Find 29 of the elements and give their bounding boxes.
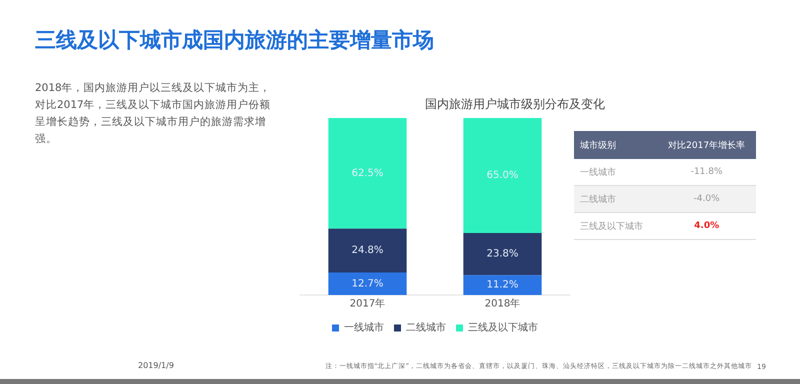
text: 2018年，国内旅游用户以三线及以下城市为主，对比2017年，三线及以下城市国内旅游用户份额呈增长趋势，三线及以下城市用户的旅游需求增强。 [35, 81, 272, 147]
data-label: 62.5% [352, 168, 384, 179]
text: 2019/1/9 [138, 361, 174, 370]
data-label: 12.7% [352, 278, 384, 290]
data-label: -4.0% [694, 194, 720, 204]
text: 城市级别 [574, 131, 658, 159]
bar [463, 118, 542, 234]
category-label: 三线及以下城市 [574, 212, 658, 240]
data-label: 65.0% [486, 170, 518, 182]
x-tick-label: 2018年 [484, 298, 520, 310]
bar [328, 272, 407, 295]
text: 三线及以下城市成国内旅游的主要增量市场 [35, 27, 434, 54]
data-label: -11.8% [690, 167, 723, 177]
bar [328, 118, 407, 229]
bar [328, 228, 407, 273]
data-label: 4.0% [694, 221, 720, 231]
legend-label: 二线城市 [406, 322, 446, 334]
bar [463, 275, 542, 295]
category-label: 二线城市 [574, 186, 658, 212]
bar [463, 233, 542, 276]
data-label: 11.2% [486, 280, 518, 291]
text: 对比2017年增长率 [657, 131, 756, 159]
data-label: 23.8% [486, 248, 518, 260]
legend-label: 一线城市 [344, 322, 384, 334]
x-tick-label: 2017年 [350, 298, 386, 310]
chart-title: 国内旅游用户城市级别分布及变化 [424, 96, 606, 113]
data-label: 24.8% [352, 245, 384, 256]
legend-label: 三线及以下城市 [468, 322, 538, 334]
category-label: 一线城市 [574, 159, 658, 186]
